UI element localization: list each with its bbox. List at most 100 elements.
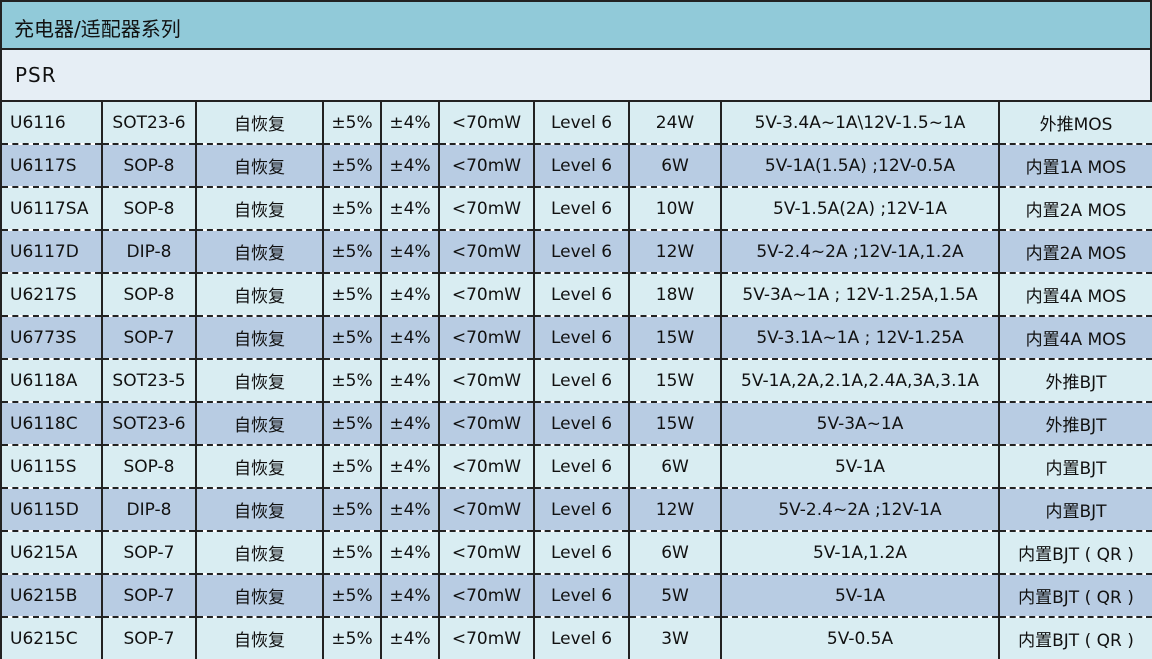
cell-protection-mode: 自恢复 bbox=[195, 358, 324, 402]
cell-efficiency-level: Level 6 bbox=[533, 573, 630, 617]
cell-accuracy-cv: ±5% bbox=[322, 186, 382, 230]
cell-accuracy-cv: ±5% bbox=[322, 401, 382, 445]
table-row: U6115S SOP-8 自恢复 ±5% ±4% <70mW Level 6 6W 5V-1A 内… bbox=[0, 444, 1152, 488]
cell-standby-power: <70mW bbox=[438, 530, 535, 574]
cell-output-spec: 5V-0.5A bbox=[720, 616, 1000, 659]
table-row: U6215B SOP-7 自恢复 ±5% ±4% <70mW Level 6 5W 5V-1A 内… bbox=[0, 573, 1152, 617]
cell-standby-power: <70mW bbox=[438, 315, 535, 359]
table-row: U6117S SOP-8 自恢复 ±5% ±4% <70mW Level 6 6W 5V-1A(… bbox=[0, 143, 1152, 187]
table-row: U6215C SOP-7 自恢复 ±5% ±4% <70mW Level 6 3W 5V-0.5… bbox=[0, 616, 1152, 659]
cell-package: SOP-7 bbox=[101, 530, 197, 574]
cell-output-spec: 5V-3A~1A bbox=[720, 401, 1000, 445]
cell-efficiency-level: Level 6 bbox=[533, 616, 630, 659]
cell-standby-power: <70mW bbox=[438, 573, 535, 617]
cell-part-number: U6117D bbox=[0, 229, 103, 273]
cell-accuracy-cv: ±5% bbox=[322, 530, 382, 574]
table-row: U6117D DIP-8 自恢复 ±5% ±4% <70mW Level 6 12W 5V-2.… bbox=[0, 229, 1152, 273]
cell-output-spec: 5V-1A bbox=[720, 573, 1000, 617]
table-row: U6117SA SOP-8 自恢复 ±5% ±4% <70mW Level 6 10W 5V-1… bbox=[0, 186, 1152, 230]
cell-package: SOT23-6 bbox=[101, 100, 197, 144]
cell-power: 3W bbox=[628, 616, 722, 659]
cell-package: DIP-8 bbox=[101, 229, 197, 273]
cell-accuracy-cv: ±5% bbox=[322, 315, 382, 359]
cell-accuracy-cv: ±5% bbox=[322, 358, 382, 402]
cell-accuracy-cc: ±4% bbox=[380, 573, 440, 617]
cell-standby-power: <70mW bbox=[438, 143, 535, 187]
cell-standby-power: <70mW bbox=[438, 401, 535, 445]
cell-part-number: U6215A bbox=[0, 530, 103, 574]
cell-efficiency-level: Level 6 bbox=[533, 272, 630, 316]
cell-power: 6W bbox=[628, 530, 722, 574]
cell-protection-mode: 自恢复 bbox=[195, 100, 324, 144]
cell-drive-type: 外推BJT bbox=[998, 401, 1152, 445]
cell-output-spec: 5V-3.4A~1A\12V-1.5~1A bbox=[720, 100, 1000, 144]
cell-protection-mode: 自恢复 bbox=[195, 487, 324, 531]
cell-part-number: U6118C bbox=[0, 401, 103, 445]
cell-accuracy-cv: ±5% bbox=[322, 143, 382, 187]
cell-output-spec: 5V-3.1A~1A ; 12V-1.25A bbox=[720, 315, 1000, 359]
cell-output-spec: 5V-1.5A(2A) ;12V-1A bbox=[720, 186, 1000, 230]
cell-output-spec: 5V-2.4~2A ;12V-1A bbox=[720, 487, 1000, 531]
cell-standby-power: <70mW bbox=[438, 229, 535, 273]
cell-drive-type: 内置2A MOS bbox=[998, 186, 1152, 230]
cell-efficiency-level: Level 6 bbox=[533, 229, 630, 273]
cell-part-number: U6117SA bbox=[0, 186, 103, 230]
cell-accuracy-cc: ±4% bbox=[380, 487, 440, 531]
cell-power: 6W bbox=[628, 444, 722, 488]
cell-package: DIP-8 bbox=[101, 487, 197, 531]
cell-package: SOP-8 bbox=[101, 272, 197, 316]
cell-standby-power: <70mW bbox=[438, 186, 535, 230]
series-title: 充电器/适配器系列 bbox=[14, 17, 181, 41]
cell-drive-type: 内置BJT ( QR ) bbox=[998, 530, 1152, 574]
table-row: U6118A SOT23-5 自恢复 ±5% ±4% <70mW Level 6 15W 5V-… bbox=[0, 358, 1152, 402]
cell-drive-type: 内置4A MOS bbox=[998, 272, 1152, 316]
cell-drive-type: 内置1A MOS bbox=[998, 143, 1152, 187]
table-row: U6217S SOP-8 自恢复 ±5% ±4% <70mW Level 6 18W 5V-3A… bbox=[0, 272, 1152, 316]
cell-power: 15W bbox=[628, 401, 722, 445]
cell-package: SOP-7 bbox=[101, 315, 197, 359]
cell-package: SOP-8 bbox=[101, 143, 197, 187]
cell-accuracy-cv: ±5% bbox=[322, 487, 382, 531]
cell-package: SOP-8 bbox=[101, 444, 197, 488]
cell-power: 12W bbox=[628, 229, 722, 273]
cell-standby-power: <70mW bbox=[438, 444, 535, 488]
cell-efficiency-level: Level 6 bbox=[533, 143, 630, 187]
table-row: U6118C SOT23-6 自恢复 ±5% ±4% <70mW Level 6 15W 5V-… bbox=[0, 401, 1152, 445]
series-title-bar: 充电器/适配器系列 bbox=[0, 0, 1152, 50]
cell-part-number: U6116 bbox=[0, 100, 103, 144]
cell-package: SOP-7 bbox=[101, 573, 197, 617]
cell-protection-mode: 自恢复 bbox=[195, 143, 324, 187]
cell-package: SOT23-6 bbox=[101, 401, 197, 445]
cell-efficiency-level: Level 6 bbox=[533, 444, 630, 488]
cell-power: 6W bbox=[628, 143, 722, 187]
cell-output-spec: 5V-1A(1.5A) ;12V-0.5A bbox=[720, 143, 1000, 187]
cell-accuracy-cv: ±5% bbox=[322, 444, 382, 488]
cell-power: 5W bbox=[628, 573, 722, 617]
product-table: U6116 SOT23-6 自恢复 ±5% ±4% <70mW Level 6 24W 5V-3… bbox=[0, 100, 1152, 659]
cell-drive-type: 外推MOS bbox=[998, 100, 1152, 144]
cell-protection-mode: 自恢复 bbox=[195, 401, 324, 445]
cell-accuracy-cv: ±5% bbox=[322, 573, 382, 617]
cell-part-number: U6115D bbox=[0, 487, 103, 531]
cell-part-number: U6215C bbox=[0, 616, 103, 659]
cell-output-spec: 5V-1A bbox=[720, 444, 1000, 488]
cell-standby-power: <70mW bbox=[438, 100, 535, 144]
cell-efficiency-level: Level 6 bbox=[533, 186, 630, 230]
cell-accuracy-cc: ±4% bbox=[380, 616, 440, 659]
cell-accuracy-cv: ±5% bbox=[322, 229, 382, 273]
cell-part-number: U6115S bbox=[0, 444, 103, 488]
cell-accuracy-cc: ±4% bbox=[380, 229, 440, 273]
cell-power: 10W bbox=[628, 186, 722, 230]
cell-drive-type: 内置2A MOS bbox=[998, 229, 1152, 273]
section-header: PSR bbox=[0, 50, 1152, 100]
cell-package: SOP-7 bbox=[101, 616, 197, 659]
table-row: U6116 SOT23-6 自恢复 ±5% ±4% <70mW Level 6 24W 5V-3… bbox=[0, 100, 1152, 144]
cell-package: SOT23-5 bbox=[101, 358, 197, 402]
cell-output-spec: 5V-2.4~2A ;12V-1A,1.2A bbox=[720, 229, 1000, 273]
cell-standby-power: <70mW bbox=[438, 272, 535, 316]
cell-protection-mode: 自恢复 bbox=[195, 530, 324, 574]
cell-drive-type: 内置BJT ( QR ) bbox=[998, 616, 1152, 659]
cell-part-number: U6217S bbox=[0, 272, 103, 316]
cell-accuracy-cv: ±5% bbox=[322, 100, 382, 144]
cell-part-number: U6215B bbox=[0, 573, 103, 617]
